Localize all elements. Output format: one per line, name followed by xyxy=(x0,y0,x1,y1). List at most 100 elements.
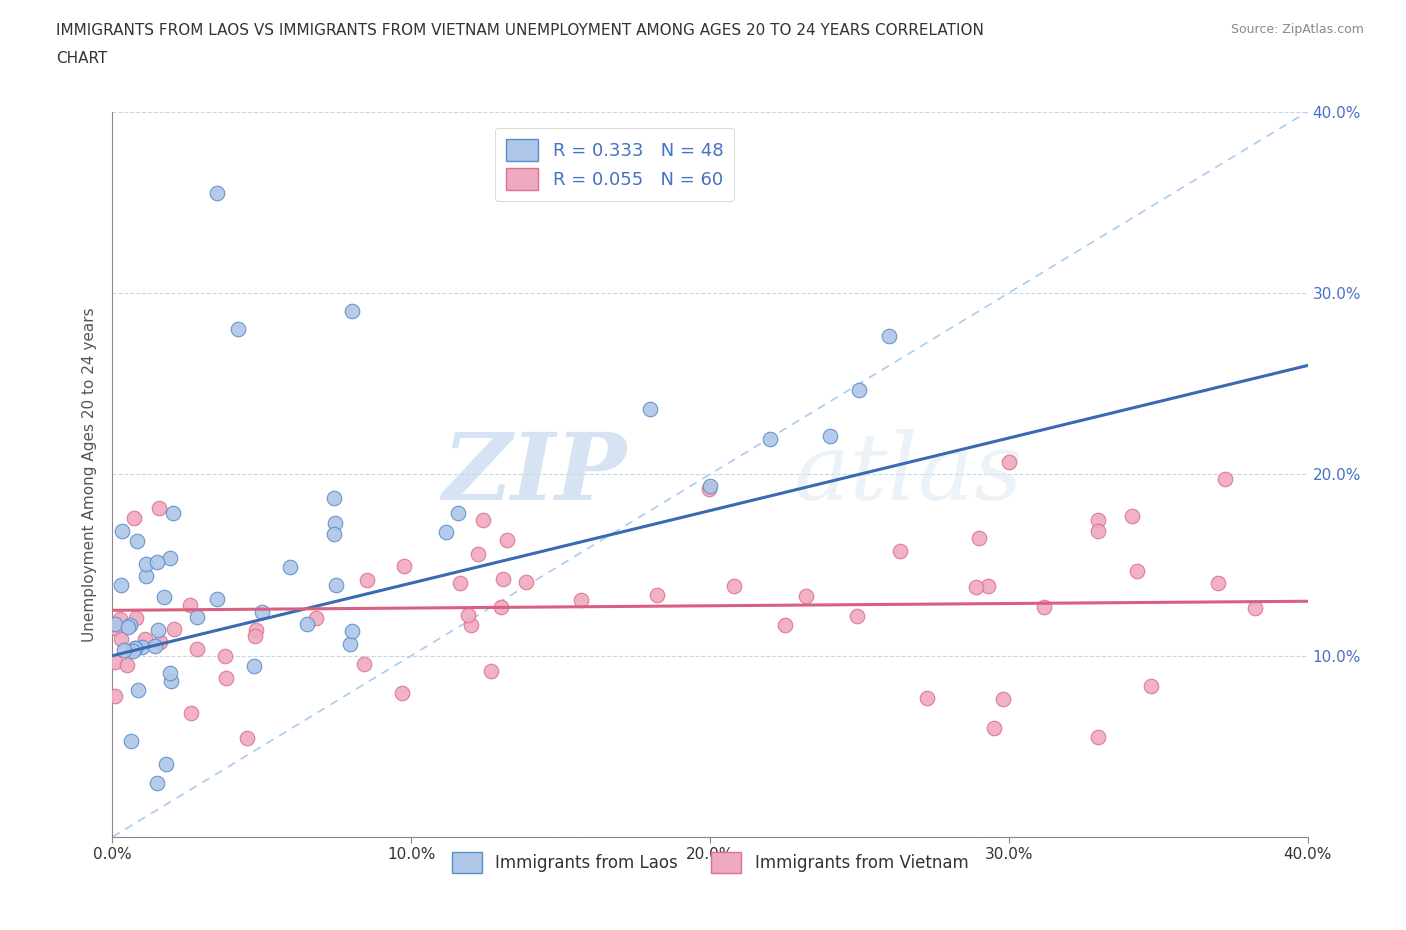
Point xyxy=(1206,576,1229,591)
Text: ZIP: ZIP xyxy=(441,430,627,519)
Point xyxy=(146,622,169,637)
Point xyxy=(794,589,817,604)
Point xyxy=(108,611,131,626)
Point xyxy=(117,619,139,634)
Point xyxy=(135,557,157,572)
Point xyxy=(479,664,502,679)
Point xyxy=(162,622,184,637)
Point xyxy=(118,618,141,632)
Text: atlas: atlas xyxy=(793,430,1024,519)
Point xyxy=(186,642,208,657)
Point xyxy=(322,526,344,541)
Point xyxy=(759,432,782,446)
Point xyxy=(110,578,132,592)
Point xyxy=(723,578,745,593)
Point xyxy=(124,641,146,656)
Point xyxy=(236,731,259,746)
Point xyxy=(278,560,301,575)
Point xyxy=(915,691,938,706)
Point xyxy=(325,578,347,592)
Point xyxy=(250,604,273,619)
Point xyxy=(449,576,471,591)
Point xyxy=(967,531,990,546)
Point xyxy=(124,641,146,656)
Point xyxy=(392,558,415,573)
Point xyxy=(998,454,1021,469)
Point xyxy=(1087,512,1109,527)
Point xyxy=(214,648,236,663)
Point xyxy=(976,578,998,593)
Point xyxy=(127,683,149,698)
Point xyxy=(148,500,170,515)
Point xyxy=(991,692,1014,707)
Point xyxy=(104,621,127,636)
Point xyxy=(1121,509,1143,524)
Point xyxy=(159,551,181,565)
Point xyxy=(391,685,413,700)
Point xyxy=(1139,679,1161,694)
Point xyxy=(159,665,181,680)
Point xyxy=(569,592,592,607)
Point xyxy=(434,525,457,539)
Text: CHART: CHART xyxy=(56,51,108,66)
Point xyxy=(186,609,208,624)
Point xyxy=(243,658,266,673)
Point xyxy=(162,506,184,521)
Point xyxy=(340,303,363,318)
Point xyxy=(104,688,127,703)
Point xyxy=(472,512,495,527)
Point xyxy=(179,598,201,613)
Point xyxy=(134,631,156,646)
Y-axis label: Unemployment Among Ages 20 to 24 years: Unemployment Among Ages 20 to 24 years xyxy=(82,307,97,642)
Point xyxy=(155,757,177,772)
Point xyxy=(1213,472,1236,487)
Point xyxy=(489,599,512,614)
Point xyxy=(117,658,139,673)
Point xyxy=(640,402,662,417)
Point xyxy=(245,623,267,638)
Point xyxy=(322,491,344,506)
Point xyxy=(983,721,1005,736)
Text: Source: ZipAtlas.com: Source: ZipAtlas.com xyxy=(1230,23,1364,36)
Point xyxy=(699,478,721,493)
Point xyxy=(353,657,375,671)
Point xyxy=(515,574,537,589)
Point xyxy=(226,322,249,337)
Point xyxy=(848,382,870,397)
Point xyxy=(149,634,172,649)
Text: IMMIGRANTS FROM LAOS VS IMMIGRANTS FROM VIETNAM UNEMPLOYMENT AMONG AGES 20 TO 24: IMMIGRANTS FROM LAOS VS IMMIGRANTS FROM … xyxy=(56,23,984,38)
Point xyxy=(131,640,153,655)
Point xyxy=(143,638,166,653)
Point xyxy=(205,591,228,606)
Point xyxy=(122,511,145,525)
Point xyxy=(243,629,266,644)
Point xyxy=(697,482,720,497)
Point xyxy=(492,572,515,587)
Point xyxy=(1243,601,1265,616)
Point xyxy=(104,617,127,631)
Point xyxy=(818,429,841,444)
Point xyxy=(467,547,489,562)
Point xyxy=(460,618,482,632)
Point xyxy=(1087,524,1109,538)
Point xyxy=(153,590,176,604)
Point xyxy=(127,534,149,549)
Point xyxy=(146,776,169,790)
Point xyxy=(323,515,346,530)
Point xyxy=(496,533,519,548)
Point xyxy=(773,618,796,632)
Point xyxy=(110,523,132,538)
Point xyxy=(104,655,127,670)
Point xyxy=(160,674,183,689)
Point xyxy=(180,706,202,721)
Point xyxy=(215,671,238,685)
Point xyxy=(845,608,868,623)
Point xyxy=(1087,730,1109,745)
Point xyxy=(879,329,901,344)
Point xyxy=(112,643,135,658)
Point xyxy=(340,623,363,638)
Point xyxy=(125,610,148,625)
Point xyxy=(1126,564,1149,578)
Point xyxy=(121,644,143,658)
Point xyxy=(146,554,169,569)
